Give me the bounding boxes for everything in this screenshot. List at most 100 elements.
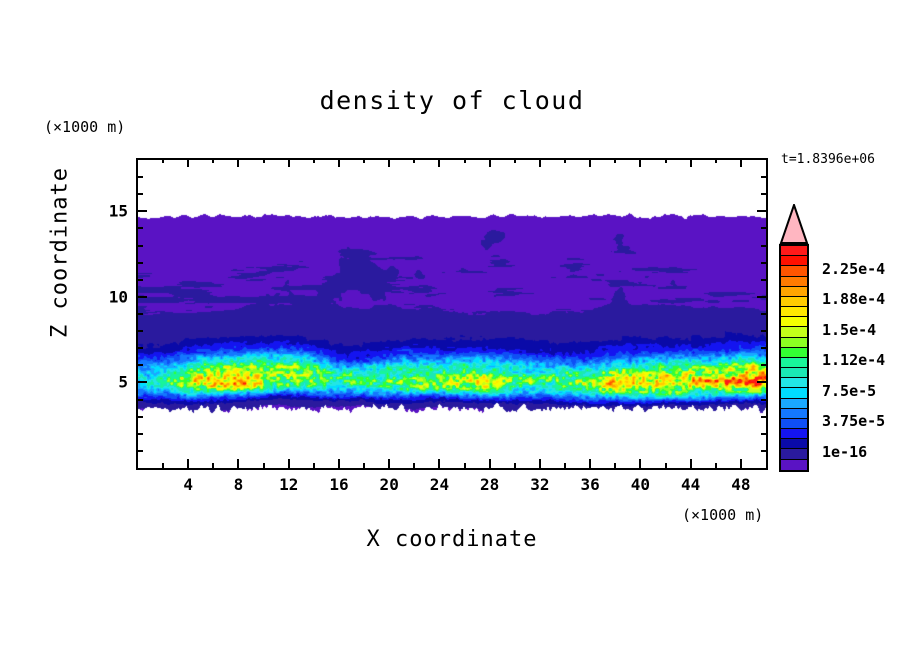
y-tick-right xyxy=(761,279,766,281)
x-tick xyxy=(589,459,591,468)
colorbar-band xyxy=(781,327,807,338)
colorbar-band xyxy=(781,388,807,399)
x-tick xyxy=(715,463,717,468)
colorbar-tick-label: 3.75e-5 xyxy=(822,412,886,431)
x-tick-top xyxy=(639,158,641,167)
x-tick-top xyxy=(589,158,591,167)
colorbar-band xyxy=(781,368,807,379)
y-axis-title: Z coordinate xyxy=(47,167,73,338)
x-tick-label: 12 xyxy=(279,475,299,494)
colorbar-band xyxy=(781,408,807,419)
colorbar-over-arrow-icon xyxy=(779,204,809,244)
x-tick-label: 44 xyxy=(680,475,701,494)
y-tick xyxy=(138,433,143,435)
x-tick xyxy=(740,459,742,468)
y-tick-right xyxy=(761,416,766,418)
y-tick xyxy=(138,313,143,315)
x-tick-label: 32 xyxy=(530,475,550,494)
y-tick-label: 15 xyxy=(108,201,128,221)
x-tick xyxy=(438,459,440,468)
x-tick-top xyxy=(564,158,566,163)
y-tick xyxy=(138,193,143,195)
y-tick xyxy=(138,330,143,332)
x-axis-unit-label: (×1000 m) xyxy=(682,506,764,524)
colorbar-tick-label: 2.25e-4 xyxy=(822,259,886,278)
x-tick-top xyxy=(514,158,516,163)
colorbar-band xyxy=(781,276,807,287)
y-axis-unit-label: (×1000 m) xyxy=(44,118,126,136)
x-tick-top xyxy=(338,158,340,167)
y-tick-right xyxy=(761,245,766,247)
colorbar-band xyxy=(781,398,807,409)
y-tick xyxy=(138,227,143,229)
x-tick-top xyxy=(313,158,315,163)
x-tick xyxy=(388,459,390,468)
colorbar-tick-label: 1.88e-4 xyxy=(822,290,886,309)
x-tick-top xyxy=(665,158,667,163)
timestamp-annotation: t=1.8396e+06 xyxy=(781,152,875,167)
y-tick xyxy=(138,381,147,383)
x-tick xyxy=(363,463,365,468)
y-tick-right xyxy=(757,210,766,212)
y-tick-right xyxy=(761,176,766,178)
colorbar xyxy=(779,204,809,472)
x-tick-top xyxy=(162,158,164,163)
x-tick-top xyxy=(539,158,541,167)
y-tick-right xyxy=(757,296,766,298)
x-tick-top xyxy=(614,158,616,163)
y-tick xyxy=(138,450,143,452)
y-tick-right xyxy=(761,227,766,229)
colorbar-tick-label: 7.5e-5 xyxy=(822,381,877,400)
colorbar-band xyxy=(781,347,807,358)
x-tick-top xyxy=(212,158,214,163)
y-tick xyxy=(138,347,143,349)
x-tick-label: 40 xyxy=(630,475,651,494)
y-tick-right xyxy=(761,262,766,264)
plot-area xyxy=(136,158,768,470)
colorbar-band xyxy=(781,337,807,348)
x-tick xyxy=(564,463,566,468)
x-axis-title: X coordinate xyxy=(366,527,538,552)
y-tick-label: 10 xyxy=(108,287,128,307)
x-tick xyxy=(665,463,667,468)
x-tick-top xyxy=(363,158,365,163)
colorbar-gradient xyxy=(779,244,809,472)
x-tick xyxy=(162,463,164,468)
y-tick-label: 5 xyxy=(118,372,128,392)
x-tick xyxy=(338,459,340,468)
cloud-density-heatmap xyxy=(138,160,766,468)
x-tick xyxy=(212,463,214,468)
colorbar-band xyxy=(781,439,807,450)
y-tick xyxy=(138,262,143,264)
x-tick xyxy=(639,459,641,468)
y-tick xyxy=(138,364,143,366)
x-tick xyxy=(464,463,466,468)
x-tick-top xyxy=(690,158,692,167)
x-tick-label: 48 xyxy=(731,475,751,494)
colorbar-band xyxy=(781,246,807,257)
x-tick-top xyxy=(237,158,239,167)
x-tick xyxy=(690,459,692,468)
x-tick-top xyxy=(413,158,415,163)
page-title: density of cloud xyxy=(319,86,585,115)
x-tick-label: 20 xyxy=(379,475,399,494)
y-tick-right xyxy=(761,399,766,401)
x-tick-top xyxy=(438,158,440,167)
y-tick-right xyxy=(761,433,766,435)
x-tick-label: 24 xyxy=(429,475,450,494)
x-tick-top xyxy=(489,158,491,167)
colorbar-band xyxy=(781,256,807,267)
colorbar-band xyxy=(781,429,807,440)
x-tick-top xyxy=(464,158,466,163)
x-tick xyxy=(237,459,239,468)
x-tick xyxy=(539,459,541,468)
colorbar-tick-label: 1e-16 xyxy=(822,442,868,461)
x-tick xyxy=(263,463,265,468)
x-tick-top xyxy=(263,158,265,163)
x-tick-label: 36 xyxy=(580,475,600,494)
colorbar-band xyxy=(781,286,807,297)
x-tick xyxy=(514,463,516,468)
y-tick xyxy=(138,279,143,281)
y-tick-right xyxy=(757,381,766,383)
x-tick xyxy=(288,459,290,468)
